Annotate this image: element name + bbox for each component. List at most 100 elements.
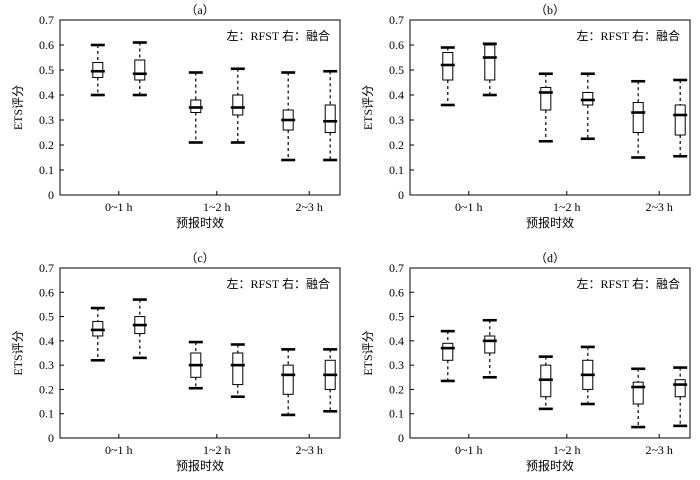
- box-right: [323, 69, 338, 162]
- y-tick-label: 0.3: [389, 113, 404, 127]
- plot-frame: [59, 267, 341, 439]
- y-tick-label: 0.4: [39, 88, 54, 102]
- y-tick-label: 0.2: [39, 382, 54, 396]
- y-tick-label: 0.2: [39, 138, 54, 152]
- y-tick-label: 0.1: [389, 407, 404, 421]
- y-tick-label: 0.2: [389, 382, 404, 396]
- y-tick-label: 0.3: [389, 358, 404, 372]
- box-left: [631, 79, 646, 159]
- y-tick-label: 0.3: [39, 113, 54, 127]
- iqr-box: [540, 87, 552, 111]
- x-tick-label: 2~3 h: [295, 200, 323, 214]
- y-tick-label: 0: [48, 188, 54, 202]
- y-tick-label: 0: [398, 188, 404, 202]
- y-axis-label: ETS评分: [11, 85, 25, 130]
- box-left: [90, 43, 105, 97]
- x-tick-label: 2~3 h: [295, 443, 323, 457]
- y-tick-label: 0.7: [389, 261, 404, 275]
- iqr-box: [232, 352, 244, 386]
- y-tick-label: 0: [48, 431, 54, 445]
- plot-frame: [409, 267, 691, 439]
- x-axis-label: 预报时效: [176, 458, 224, 473]
- box-right: [323, 348, 338, 413]
- box-right: [132, 298, 147, 360]
- panel-a: （a） 0 0.1 0.2 0.3 0.4 0.5 0.6 0.7 ETS评分 0~1 h 1~2 h…: [11, 3, 341, 230]
- legend-annotation: 左：RFST 右：融合: [227, 28, 330, 43]
- y-tick-label: 0.5: [389, 310, 404, 324]
- iqr-box: [442, 342, 454, 361]
- box-right: [132, 41, 147, 97]
- y-tick-label: 0.2: [389, 138, 404, 152]
- x-axis-label: 预报时效: [176, 215, 224, 230]
- x-tick-label: 1~2 h: [553, 443, 581, 457]
- y-tick-label: 0.6: [389, 38, 404, 52]
- box-right: [230, 343, 245, 399]
- box-right: [580, 345, 595, 406]
- panel-c: （c） 0 0.1 0.2 0.3 0.4 0.5 0.6 0.7 ETS评分 0~1 h 1~2 h…: [11, 251, 341, 473]
- x-tick-label: 2~3 h: [645, 200, 673, 214]
- panel-label: （d）: [535, 251, 565, 265]
- iqr-box: [134, 59, 146, 81]
- x-tick-label: 1~2 h: [553, 200, 581, 214]
- x-tick-label: 2~3 h: [645, 443, 673, 457]
- panel-d: （d） 0 0.1 0.2 0.3 0.4 0.5 0.6 0.7 ETS评分 0~1 h 1~2 h…: [361, 251, 691, 473]
- y-tick-label: 0.7: [39, 13, 54, 27]
- iqr-box: [324, 104, 336, 133]
- y-tick-label: 0.4: [389, 88, 404, 102]
- box-left: [90, 306, 105, 362]
- box-right: [580, 72, 595, 141]
- iqr-box: [282, 364, 294, 395]
- x-tick-label: 0~1 h: [455, 200, 483, 214]
- panel-label: （a）: [185, 3, 214, 17]
- panel-label: （b）: [535, 3, 565, 17]
- y-tick-label: 0.3: [39, 358, 54, 372]
- box-left: [281, 348, 296, 417]
- y-axis-label: ETS评分: [361, 330, 375, 375]
- box-right: [230, 67, 245, 144]
- y-axis-label: ETS评分: [361, 85, 375, 130]
- legend-annotation: 左：RFST 右：融合: [227, 276, 330, 291]
- plot-frame: [409, 19, 691, 196]
- box-left: [188, 340, 203, 390]
- box-right: [673, 366, 688, 428]
- y-tick-label: 0: [398, 431, 404, 445]
- y-tick-label: 0.6: [389, 285, 404, 299]
- box-left: [538, 355, 553, 411]
- y-tick-label: 0.5: [389, 63, 404, 77]
- y-tick-label: 0.6: [39, 38, 54, 52]
- x-axis-label: 预报时效: [526, 458, 574, 473]
- box-left: [631, 367, 646, 429]
- y-tick-label: 0.7: [389, 13, 404, 27]
- iqr-box: [632, 102, 644, 133]
- panel-b: （b） 0 0.1 0.2 0.3 0.4 0.5 0.6 0.7 ETS评分 0~1 h 1~2 h…: [361, 3, 691, 230]
- y-axis-label: ETS评分: [11, 330, 25, 375]
- panel-label: （c）: [185, 251, 214, 265]
- box-right: [482, 318, 497, 379]
- iqr-box: [232, 94, 244, 116]
- y-tick-label: 0.5: [39, 310, 54, 324]
- y-tick-label: 0.1: [39, 163, 54, 177]
- x-tick-label: 0~1 h: [455, 443, 483, 457]
- y-tick-label: 0.4: [39, 334, 54, 348]
- box-left: [188, 71, 203, 144]
- iqr-box: [674, 104, 686, 136]
- iqr-box: [484, 44, 496, 81]
- box-left: [440, 46, 455, 107]
- iqr-box: [484, 335, 496, 354]
- box-left: [440, 329, 455, 383]
- box-right: [673, 78, 688, 158]
- y-tick-label: 0.5: [39, 63, 54, 77]
- iqr-box: [632, 381, 644, 405]
- plot-frame: [59, 19, 341, 196]
- box-left: [538, 72, 553, 143]
- y-tick-label: 0.7: [39, 261, 54, 275]
- legend-annotation: 左：RFST 右：融合: [577, 276, 680, 291]
- x-tick-label: 0~1 h: [105, 443, 133, 457]
- box-left: [281, 71, 296, 162]
- y-tick-label: 0.4: [389, 334, 404, 348]
- x-axis-label: 预报时效: [526, 215, 574, 230]
- box-right: [482, 42, 497, 97]
- x-tick-label: 1~2 h: [203, 200, 231, 214]
- y-tick-label: 0.6: [39, 285, 54, 299]
